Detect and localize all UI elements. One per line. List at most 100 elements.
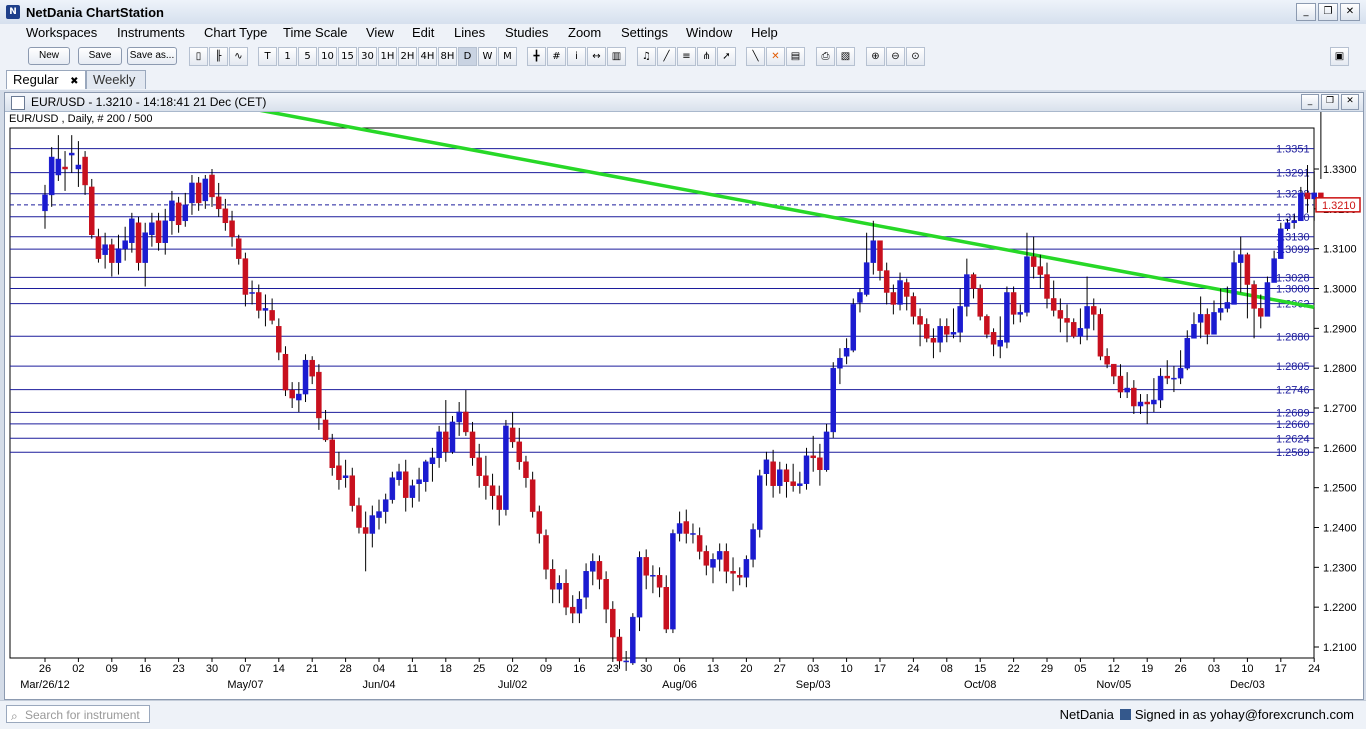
panel-toggle-icon[interactable]: ▣ <box>1330 47 1349 66</box>
level-label: 1.3351 <box>1276 144 1310 156</box>
candle-body <box>1258 308 1264 317</box>
x-tick-label: 30 <box>206 663 218 675</box>
timeframe-4h[interactable]: 4H <box>418 47 437 66</box>
scroll-icon[interactable]: ↔ <box>587 47 606 66</box>
timeframe-monthly[interactable]: M <box>498 47 517 66</box>
crosshair-icon[interactable]: ╋ <box>527 47 546 66</box>
candles-icon[interactable]: ▯ <box>189 47 208 66</box>
menu-view[interactable]: View <box>366 25 394 40</box>
candle-body <box>603 579 609 610</box>
draw-line-icon[interactable]: ╲ <box>746 47 765 66</box>
print-preview-icon[interactable]: ▧ <box>836 47 855 66</box>
new-button[interactable]: New <box>28 47 70 65</box>
menu-lines[interactable]: Lines <box>454 25 486 40</box>
candle-body <box>55 158 62 176</box>
candle <box>316 364 322 430</box>
x-tick-label: 06 <box>673 663 685 675</box>
line-chart-icon[interactable]: ∿ <box>229 47 248 66</box>
candle <box>897 272 903 311</box>
timeframe-daily[interactable]: D <box>458 47 477 66</box>
timeframe-1h[interactable]: 1H <box>378 47 397 66</box>
timeframe-tick[interactable]: T <box>258 47 277 66</box>
candle-body <box>476 457 482 476</box>
objects-icon[interactable]: ▤ <box>786 47 805 66</box>
zoom-reset-icon[interactable]: ⊙ <box>906 47 925 66</box>
save-button[interactable]: Save <box>78 47 122 65</box>
menu-workspaces[interactable]: Workspaces <box>26 25 98 40</box>
candle <box>296 382 302 412</box>
chart-close-button[interactable]: ✕ <box>1341 94 1359 110</box>
menu-edit[interactable]: Edit <box>412 25 435 40</box>
candle-body <box>523 461 529 478</box>
candle <box>382 493 389 524</box>
instrument-search-input[interactable]: ⌕ Search for instrument <box>6 705 150 723</box>
candle <box>449 415 456 454</box>
info-icon[interactable]: i <box>567 47 586 66</box>
zoom-in-icon[interactable]: ⊕ <box>866 47 885 66</box>
candle <box>1304 165 1311 213</box>
timeframe-2h[interactable]: 2H <box>398 47 417 66</box>
trendline-icon[interactable]: ╱ <box>657 47 676 66</box>
print-icon[interactable]: ⎙ <box>816 47 835 66</box>
menu-settings[interactable]: Settings <box>621 25 668 40</box>
restore-button[interactable]: ❐ <box>1318 3 1338 21</box>
candle-body <box>1211 312 1217 335</box>
delete-icon[interactable]: ✕ <box>766 47 785 66</box>
candle <box>803 447 810 490</box>
gann-icon[interactable]: ⋔ <box>697 47 716 66</box>
timeframe-1[interactable]: 1 <box>278 47 297 66</box>
candle <box>1311 170 1317 221</box>
candle <box>890 284 897 315</box>
tab-weekly[interactable]: Weekly <box>86 70 146 89</box>
timeframe-weekly[interactable]: W <box>478 47 497 66</box>
fibonacci-icon[interactable]: ≡ <box>677 47 696 66</box>
candle-body <box>690 533 696 535</box>
zoom-out-icon[interactable]: ⊖ <box>886 47 905 66</box>
candle <box>543 529 549 580</box>
menu-instruments[interactable]: Instruments <box>117 25 185 40</box>
candle-body <box>349 475 356 506</box>
chart-minimize-button[interactable]: _ <box>1301 94 1319 110</box>
candle-body <box>1311 192 1317 200</box>
timeframe-30[interactable]: 30 <box>358 47 377 66</box>
volume-icon[interactable]: ▥ <box>607 47 626 66</box>
candle <box>409 479 416 508</box>
chart-restore-button[interactable]: ❐ <box>1321 94 1339 110</box>
bars-icon[interactable]: ╟ <box>209 47 228 66</box>
timeframe-15[interactable]: 15 <box>338 47 357 66</box>
timeframe-8h[interactable]: 8H <box>438 47 457 66</box>
candle-body <box>209 174 215 198</box>
candle-body <box>676 523 683 534</box>
price-chart[interactable]: EUR/USD , Daily, # 200 / 5001.34661.3351… <box>5 112 1363 698</box>
candle <box>1124 372 1130 399</box>
candle-body <box>1050 298 1057 311</box>
x-tick-label: 26 <box>1174 663 1186 675</box>
save-as-button[interactable]: Save as... <box>127 47 177 65</box>
candle-body <box>436 431 442 459</box>
candle <box>469 421 476 466</box>
candle <box>1117 364 1124 399</box>
candle-body <box>1244 254 1251 285</box>
grid-icon[interactable]: # <box>547 47 566 66</box>
tab-close-icon[interactable]: ✖ <box>70 76 79 87</box>
candle-body <box>496 495 502 510</box>
timeframe-10[interactable]: 10 <box>318 47 337 66</box>
timeframe-5[interactable]: 5 <box>298 47 317 66</box>
menu-chart-type[interactable]: Chart Type <box>204 25 268 40</box>
menu-window[interactable]: Window <box>686 25 733 40</box>
menu-studies[interactable]: Studies <box>505 25 549 40</box>
x-tick-label: 16 <box>139 663 151 675</box>
minimize-button[interactable]: _ <box>1296 3 1316 21</box>
menu-help[interactable]: Help <box>751 25 778 40</box>
cursor-icon[interactable]: ➚ <box>717 47 736 66</box>
close-button[interactable]: ✕ <box>1340 3 1360 21</box>
candle-body <box>670 533 676 630</box>
y-tick-label: 1.3300 <box>1323 164 1357 176</box>
candle-body <box>215 196 222 210</box>
tab-regular[interactable]: Regular ✖ <box>6 70 86 89</box>
menu-zoom[interactable]: Zoom <box>568 25 602 40</box>
bell-icon[interactable]: ♫ <box>637 47 656 66</box>
menu-time-scale[interactable]: Time Scale <box>283 25 348 40</box>
candle-body <box>977 288 983 317</box>
x-tick-label: 05 <box>1074 663 1086 675</box>
